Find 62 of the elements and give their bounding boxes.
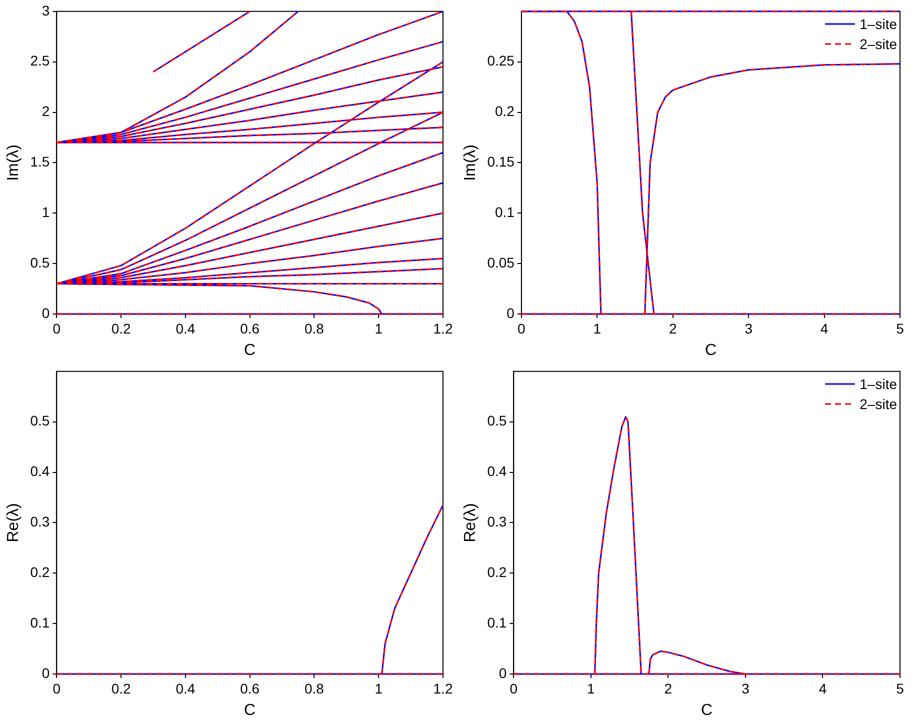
x-tick-label: 0.8 [304,320,324,336]
y-axis-title: Re(λ) [5,503,22,542]
x-tick-label: 1.2 [433,680,453,696]
y-tick-label: 1 [42,204,50,220]
x-tick-label: 1 [587,680,596,696]
x-tick-label: 0.4 [176,680,196,696]
y-tick-label: 0.5 [30,412,50,429]
x-tick-label: 0 [52,680,61,696]
x-tick-label: 2 [668,320,677,336]
x-tick-label: 1.2 [433,320,453,336]
y-tick-label: 0.3 [30,514,50,530]
x-tick-label: 5 [896,320,904,336]
y-tick-label: 0.5 [487,412,507,429]
x-tick-label: 3 [742,680,750,696]
y-axis-title: Re(λ) [462,503,480,542]
x-tick-label: 0.2 [111,680,131,696]
x-tick-label: 0.8 [304,680,324,696]
y-tick-label: 0 [42,304,50,321]
y-tick-label: 0.4 [487,463,507,480]
y-tick-label: 0.2 [30,564,50,580]
y-axis-title: Im(λ) [462,144,480,181]
y-tick-label: 0.4 [30,463,50,480]
x-tick-label: 0.6 [240,320,260,336]
y-tick-label: 2 [42,103,50,120]
y-tick-label: 1.5 [30,154,50,170]
x-tick-label: 1 [374,320,383,336]
x-tick-label: 0.2 [111,320,131,336]
x-axis-title: C [244,342,256,359]
x-tick-label: 0 [518,320,526,336]
legend-label: 2–site [860,35,897,54]
y-tick-label: 0.1 [487,614,507,630]
legend-label: 1–site [860,375,897,394]
x-tick-label: 0 [52,320,61,336]
y-tick-label: 3 [42,2,50,18]
x-tick-label: 4 [820,320,828,336]
x-tick-label: 4 [818,680,827,696]
y-tick-label: 2.5 [30,52,50,69]
y-tick-label: 0.15 [487,154,515,170]
y-tick-label: 0 [42,664,50,681]
x-tick-label: 1 [374,680,383,696]
x-tick-label: 1 [593,320,602,336]
y-tick-label: 0.1 [30,614,50,630]
x-axis-title: C [244,702,256,719]
y-tick-label: 0.25 [487,52,515,69]
x-tick-label: 5 [896,680,904,696]
x-tick-label: 0.6 [240,680,260,696]
legend-label: 1–site [860,15,897,34]
x-tick-label: 2 [664,680,672,696]
x-tick-label: 3 [744,320,753,336]
x-tick-label: 0.4 [176,320,196,336]
y-axis-title: Im(λ) [5,144,22,181]
y-tick-label: 0.5 [30,254,50,270]
x-axis-title: C [701,702,713,719]
y-tick-label: 0 [506,304,515,321]
y-tick-label: 0.05 [487,254,515,270]
y-tick-label: 0.3 [487,514,507,530]
y-tick-label: 0 [498,664,507,681]
y-tick-label: 0.2 [487,564,507,580]
x-axis-title: C [704,342,717,359]
legend-label: 2–site [860,395,897,414]
y-tick-label: 0.2 [494,103,515,120]
y-tick-label: 0.1 [494,204,515,220]
